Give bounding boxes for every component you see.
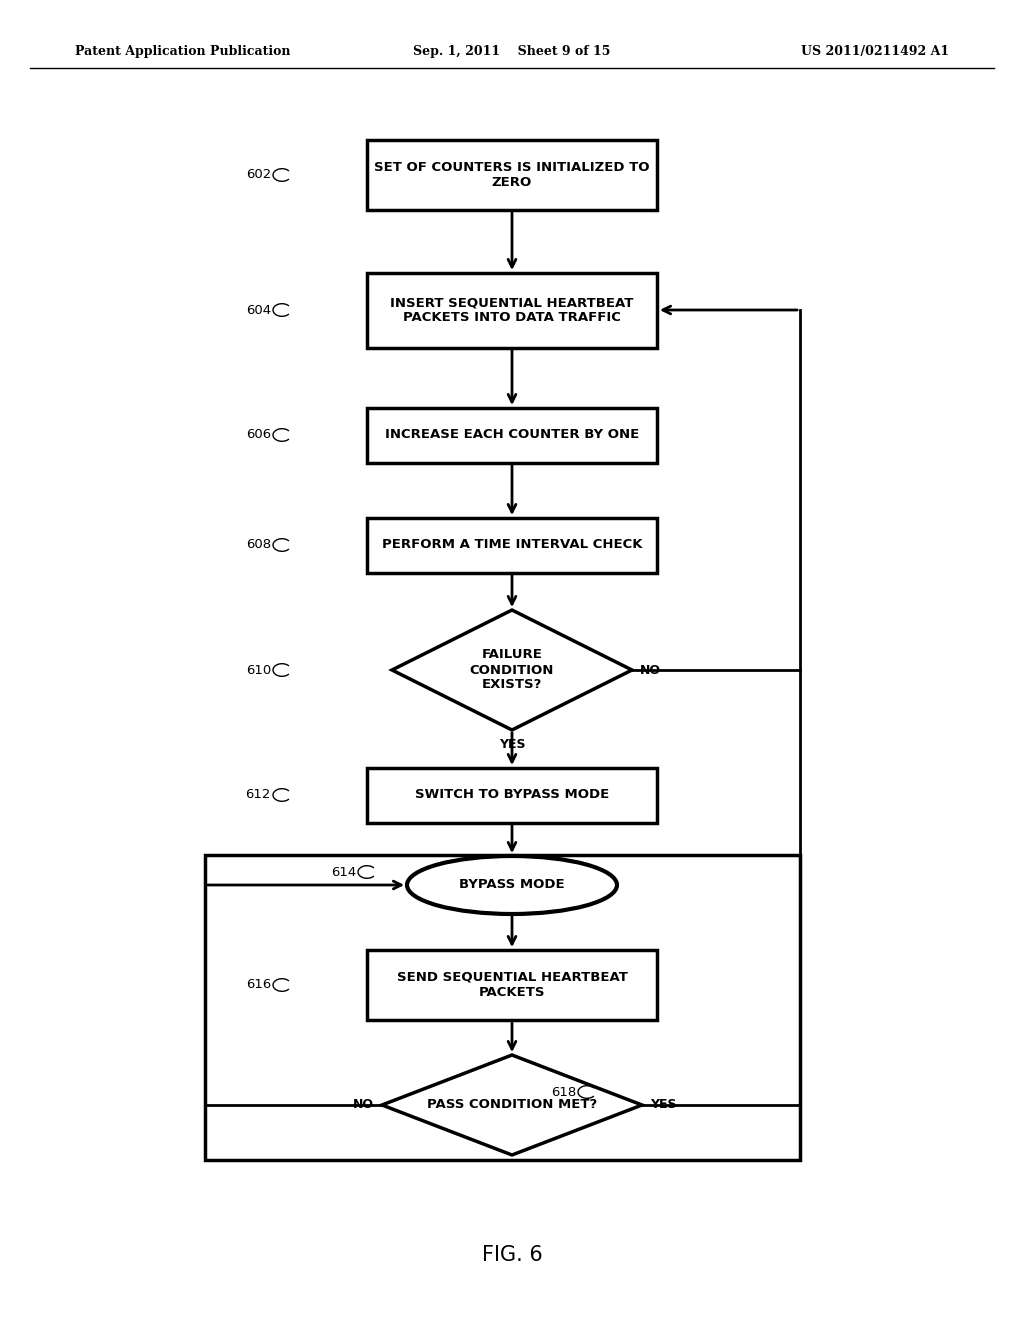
Text: YES: YES: [499, 738, 525, 751]
Text: 608: 608: [246, 539, 271, 552]
Text: NO: NO: [353, 1098, 374, 1111]
Polygon shape: [382, 1055, 642, 1155]
Text: NO: NO: [640, 664, 662, 676]
Text: PASS CONDITION MET?: PASS CONDITION MET?: [427, 1098, 597, 1111]
Text: 604: 604: [246, 304, 271, 317]
Text: SWITCH TO BYPASS MODE: SWITCH TO BYPASS MODE: [415, 788, 609, 801]
Text: FAILURE
CONDITION
EXISTS?: FAILURE CONDITION EXISTS?: [470, 648, 554, 692]
FancyBboxPatch shape: [367, 950, 657, 1020]
Text: FIG. 6: FIG. 6: [481, 1245, 543, 1265]
Ellipse shape: [407, 855, 617, 913]
FancyBboxPatch shape: [367, 272, 657, 347]
Text: INCREASE EACH COUNTER BY ONE: INCREASE EACH COUNTER BY ONE: [385, 429, 639, 441]
FancyBboxPatch shape: [367, 140, 657, 210]
Text: INSERT SEQUENTIAL HEARTBEAT
PACKETS INTO DATA TRAFFIC: INSERT SEQUENTIAL HEARTBEAT PACKETS INTO…: [390, 296, 634, 323]
Text: 616: 616: [246, 978, 271, 991]
Text: 612: 612: [246, 788, 271, 801]
FancyBboxPatch shape: [367, 517, 657, 573]
Text: SET OF COUNTERS IS INITIALIZED TO
ZERO: SET OF COUNTERS IS INITIALIZED TO ZERO: [374, 161, 650, 189]
Text: 618: 618: [551, 1085, 575, 1098]
FancyBboxPatch shape: [367, 767, 657, 822]
Text: 610: 610: [246, 664, 271, 676]
Text: YES: YES: [650, 1098, 677, 1111]
FancyBboxPatch shape: [367, 408, 657, 462]
Polygon shape: [392, 610, 632, 730]
Text: PERFORM A TIME INTERVAL CHECK: PERFORM A TIME INTERVAL CHECK: [382, 539, 642, 552]
Text: SEND SEQUENTIAL HEARTBEAT
PACKETS: SEND SEQUENTIAL HEARTBEAT PACKETS: [396, 972, 628, 999]
Text: 606: 606: [246, 429, 271, 441]
Text: 614: 614: [331, 866, 356, 879]
Text: 602: 602: [246, 169, 271, 181]
Text: Sep. 1, 2011    Sheet 9 of 15: Sep. 1, 2011 Sheet 9 of 15: [414, 45, 610, 58]
Text: Patent Application Publication: Patent Application Publication: [75, 45, 291, 58]
Text: BYPASS MODE: BYPASS MODE: [459, 879, 565, 891]
Text: US 2011/0211492 A1: US 2011/0211492 A1: [801, 45, 949, 58]
